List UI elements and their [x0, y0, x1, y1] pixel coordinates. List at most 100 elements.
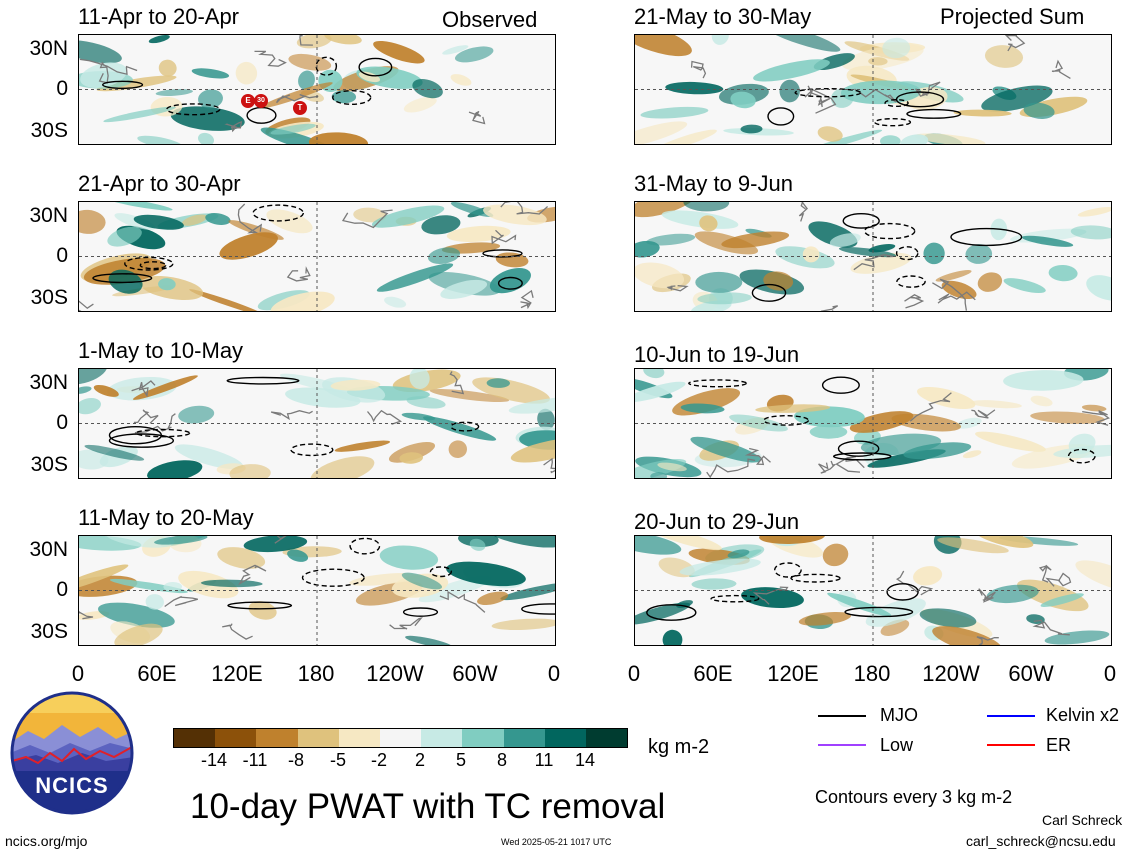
- contour-line: [863, 222, 916, 240]
- pwat-map-panel: [634, 201, 1112, 312]
- anomaly-blob: [759, 536, 826, 544]
- lon-label: 120E: [767, 661, 819, 686]
- anomaly-blob: [219, 232, 278, 260]
- anomaly-blob: [809, 425, 848, 439]
- colorbar-swatch: [338, 729, 380, 747]
- contour-line: [482, 249, 523, 258]
- legend-line-mjo: [818, 715, 866, 717]
- coastline: [915, 81, 941, 97]
- colorbar-swatch: [174, 729, 216, 747]
- contour-line: [821, 376, 860, 394]
- anomaly-blob: [817, 126, 843, 142]
- anomaly-blob: [373, 40, 425, 64]
- coastline: [706, 458, 756, 478]
- coastline: [79, 611, 94, 620]
- contour-line: [710, 594, 760, 603]
- anomaly-blob: [181, 214, 208, 226]
- anomaly-blob: [155, 89, 193, 96]
- legend-line-kelvin: [987, 715, 1035, 717]
- contour-line: [139, 261, 167, 270]
- anomaly-blob: [827, 592, 892, 617]
- anomaly-blob: [755, 404, 831, 413]
- contour-line: [227, 601, 293, 610]
- anomaly-blob: [310, 456, 375, 478]
- anomaly-blob: [635, 240, 660, 258]
- coastline: [238, 564, 267, 586]
- contour-line: [108, 433, 175, 448]
- map-field: [79, 35, 555, 144]
- anomaly-blob: [740, 124, 763, 134]
- footer-author: Carl Schreck: [1042, 812, 1123, 828]
- anomaly-blob: [962, 450, 982, 459]
- anomaly-blob: [695, 271, 743, 293]
- lon-label: 180: [297, 661, 335, 686]
- contour-line: [101, 80, 144, 89]
- anomaly-blob: [107, 226, 142, 247]
- contour-line: [349, 537, 381, 555]
- anomaly-blob: [1077, 206, 1111, 217]
- coastline: [909, 392, 952, 422]
- contour-line: [332, 90, 372, 106]
- colorbar-tick-label: 5: [455, 750, 467, 770]
- coastline: [978, 588, 996, 603]
- anomaly-blob: [103, 106, 176, 123]
- colorbar-swatch: [421, 729, 463, 747]
- contour-line: [842, 212, 880, 229]
- contour-line: [646, 604, 697, 621]
- anomaly-blob: [429, 388, 510, 403]
- pwat-map-panel: [78, 34, 556, 145]
- anomaly-blob: [423, 416, 497, 441]
- contour-line: [896, 275, 926, 288]
- anomaly-blob: [324, 35, 362, 45]
- colorbar-tick-label: 11: [534, 750, 554, 770]
- anomaly-blob: [491, 618, 555, 630]
- anomaly-blob: [356, 66, 423, 89]
- lat-label: 0: [56, 578, 68, 601]
- coastline: [937, 291, 976, 304]
- anomaly-blob: [93, 384, 119, 397]
- coastline: [439, 590, 486, 613]
- anomaly-blob: [401, 572, 443, 590]
- colorbar-units: kg m-2: [648, 736, 710, 758]
- anomaly-blob: [974, 536, 1034, 548]
- lat-label: 30S: [30, 119, 68, 142]
- colorbar-swatch: [297, 729, 339, 747]
- anomaly-blob: [469, 538, 486, 551]
- anomaly-blob: [79, 369, 108, 385]
- coastline: [79, 300, 94, 311]
- anomaly-blob: [79, 40, 122, 64]
- anomaly-blob: [403, 96, 437, 113]
- anomaly-blob: [132, 375, 198, 400]
- anomaly-blob: [103, 202, 173, 211]
- anomaly-blob: [148, 35, 170, 44]
- pwat-map-panel: [634, 34, 1112, 145]
- legend-line-er: [987, 744, 1035, 746]
- coastline: [134, 413, 176, 434]
- anomaly-blob: [665, 81, 724, 95]
- anomaly-blob: [270, 291, 335, 311]
- coastline: [133, 409, 159, 424]
- anomaly-blob: [1003, 278, 1046, 294]
- anomaly-blob: [158, 59, 177, 77]
- anomaly-blob: [114, 623, 163, 645]
- coastline: [468, 110, 486, 125]
- coastline: [818, 460, 837, 474]
- anomaly-blob: [412, 78, 443, 99]
- coastline: [164, 595, 198, 608]
- anomaly-blob: [1068, 433, 1096, 455]
- anomaly-blob: [235, 61, 258, 85]
- contour-line: [837, 440, 880, 457]
- anomaly-blob: [84, 444, 145, 461]
- legend-label: Kelvin x2: [1046, 705, 1120, 725]
- anomaly-blob: [228, 220, 284, 240]
- anomaly-blob: [399, 452, 423, 464]
- anomaly-blob: [178, 405, 215, 424]
- footer-email: carl_schreck@ncsu.edu: [966, 833, 1116, 849]
- anomaly-blob: [486, 378, 510, 388]
- anomaly-blob: [694, 231, 759, 255]
- anomaly-blob: [1048, 264, 1078, 282]
- lon-label: 0: [1103, 661, 1117, 686]
- anomaly-blob: [217, 547, 266, 569]
- anomaly-blob: [510, 438, 555, 463]
- anomaly-blob: [288, 53, 332, 71]
